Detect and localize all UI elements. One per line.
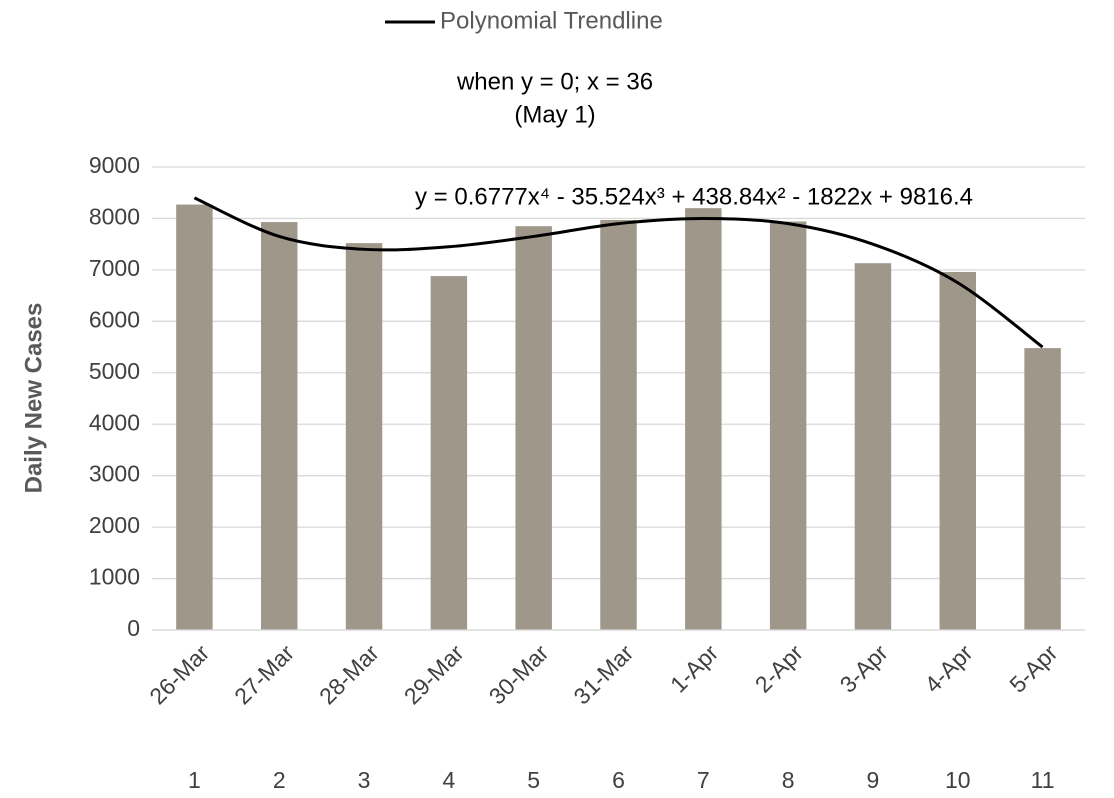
bar <box>1024 348 1061 630</box>
trendline <box>193 196 1044 349</box>
annotation: (May 1) <box>514 101 595 128</box>
bar <box>430 276 468 630</box>
x-index-label: 9 <box>867 767 880 793</box>
x-tick-label: 4-Apr <box>919 639 977 697</box>
bar <box>260 222 298 630</box>
x-tick-label: 29-Mar <box>399 639 469 709</box>
bar <box>769 221 807 630</box>
legend-label: Polynomial Trendline <box>440 7 663 34</box>
x-tick-label: 3-Apr <box>835 639 893 697</box>
bar <box>600 219 637 630</box>
x-tick-label: 1-Apr <box>665 639 723 697</box>
y-axis-label: Daily New Cases <box>20 303 47 494</box>
x-tick-label: 27-Mar <box>229 639 299 709</box>
x-tick-label: 5-Apr <box>1004 639 1062 697</box>
x-tick-label: 30-Mar <box>484 639 554 709</box>
x-index-label: 4 <box>442 767 455 793</box>
bar <box>685 208 722 630</box>
bar <box>176 204 213 630</box>
x-index-label: 7 <box>697 767 710 793</box>
x-index-label: 6 <box>612 767 625 793</box>
x-index-label: 8 <box>782 767 795 793</box>
x-tick-label: 31-Mar <box>568 639 638 709</box>
y-tick-label: 8000 <box>89 204 140 230</box>
x-index-label: 3 <box>358 767 371 793</box>
y-tick-label: 5000 <box>89 358 140 384</box>
y-tick-label: 0 <box>127 615 140 641</box>
equation: y = 0.6777x⁴ - 35.524x³ + 438.84x² - 182… <box>415 183 973 210</box>
y-tick-label: 2000 <box>89 512 140 538</box>
x-index-label: 2 <box>273 767 286 793</box>
x-index-label: 5 <box>527 767 540 793</box>
y-tick-label: 7000 <box>89 255 140 281</box>
x-index-label: 11 <box>1031 767 1055 793</box>
y-tick-label: 1000 <box>89 564 140 590</box>
x-index-label: 10 <box>945 767 971 793</box>
x-index-label: 1 <box>188 767 201 793</box>
annotation: when y = 0; x = 36 <box>456 68 653 95</box>
y-tick-label: 9000 <box>89 152 140 178</box>
bar <box>515 226 552 630</box>
y-tick-label: 3000 <box>89 461 140 487</box>
bar <box>939 271 977 630</box>
x-tick-label: 26-Mar <box>144 639 214 709</box>
bar <box>854 263 892 630</box>
x-tick-label: 28-Mar <box>314 639 384 709</box>
bar <box>345 243 383 631</box>
y-tick-label: 6000 <box>89 306 140 332</box>
y-tick-label: 4000 <box>89 409 140 435</box>
x-tick-label: 2-Apr <box>750 639 808 697</box>
